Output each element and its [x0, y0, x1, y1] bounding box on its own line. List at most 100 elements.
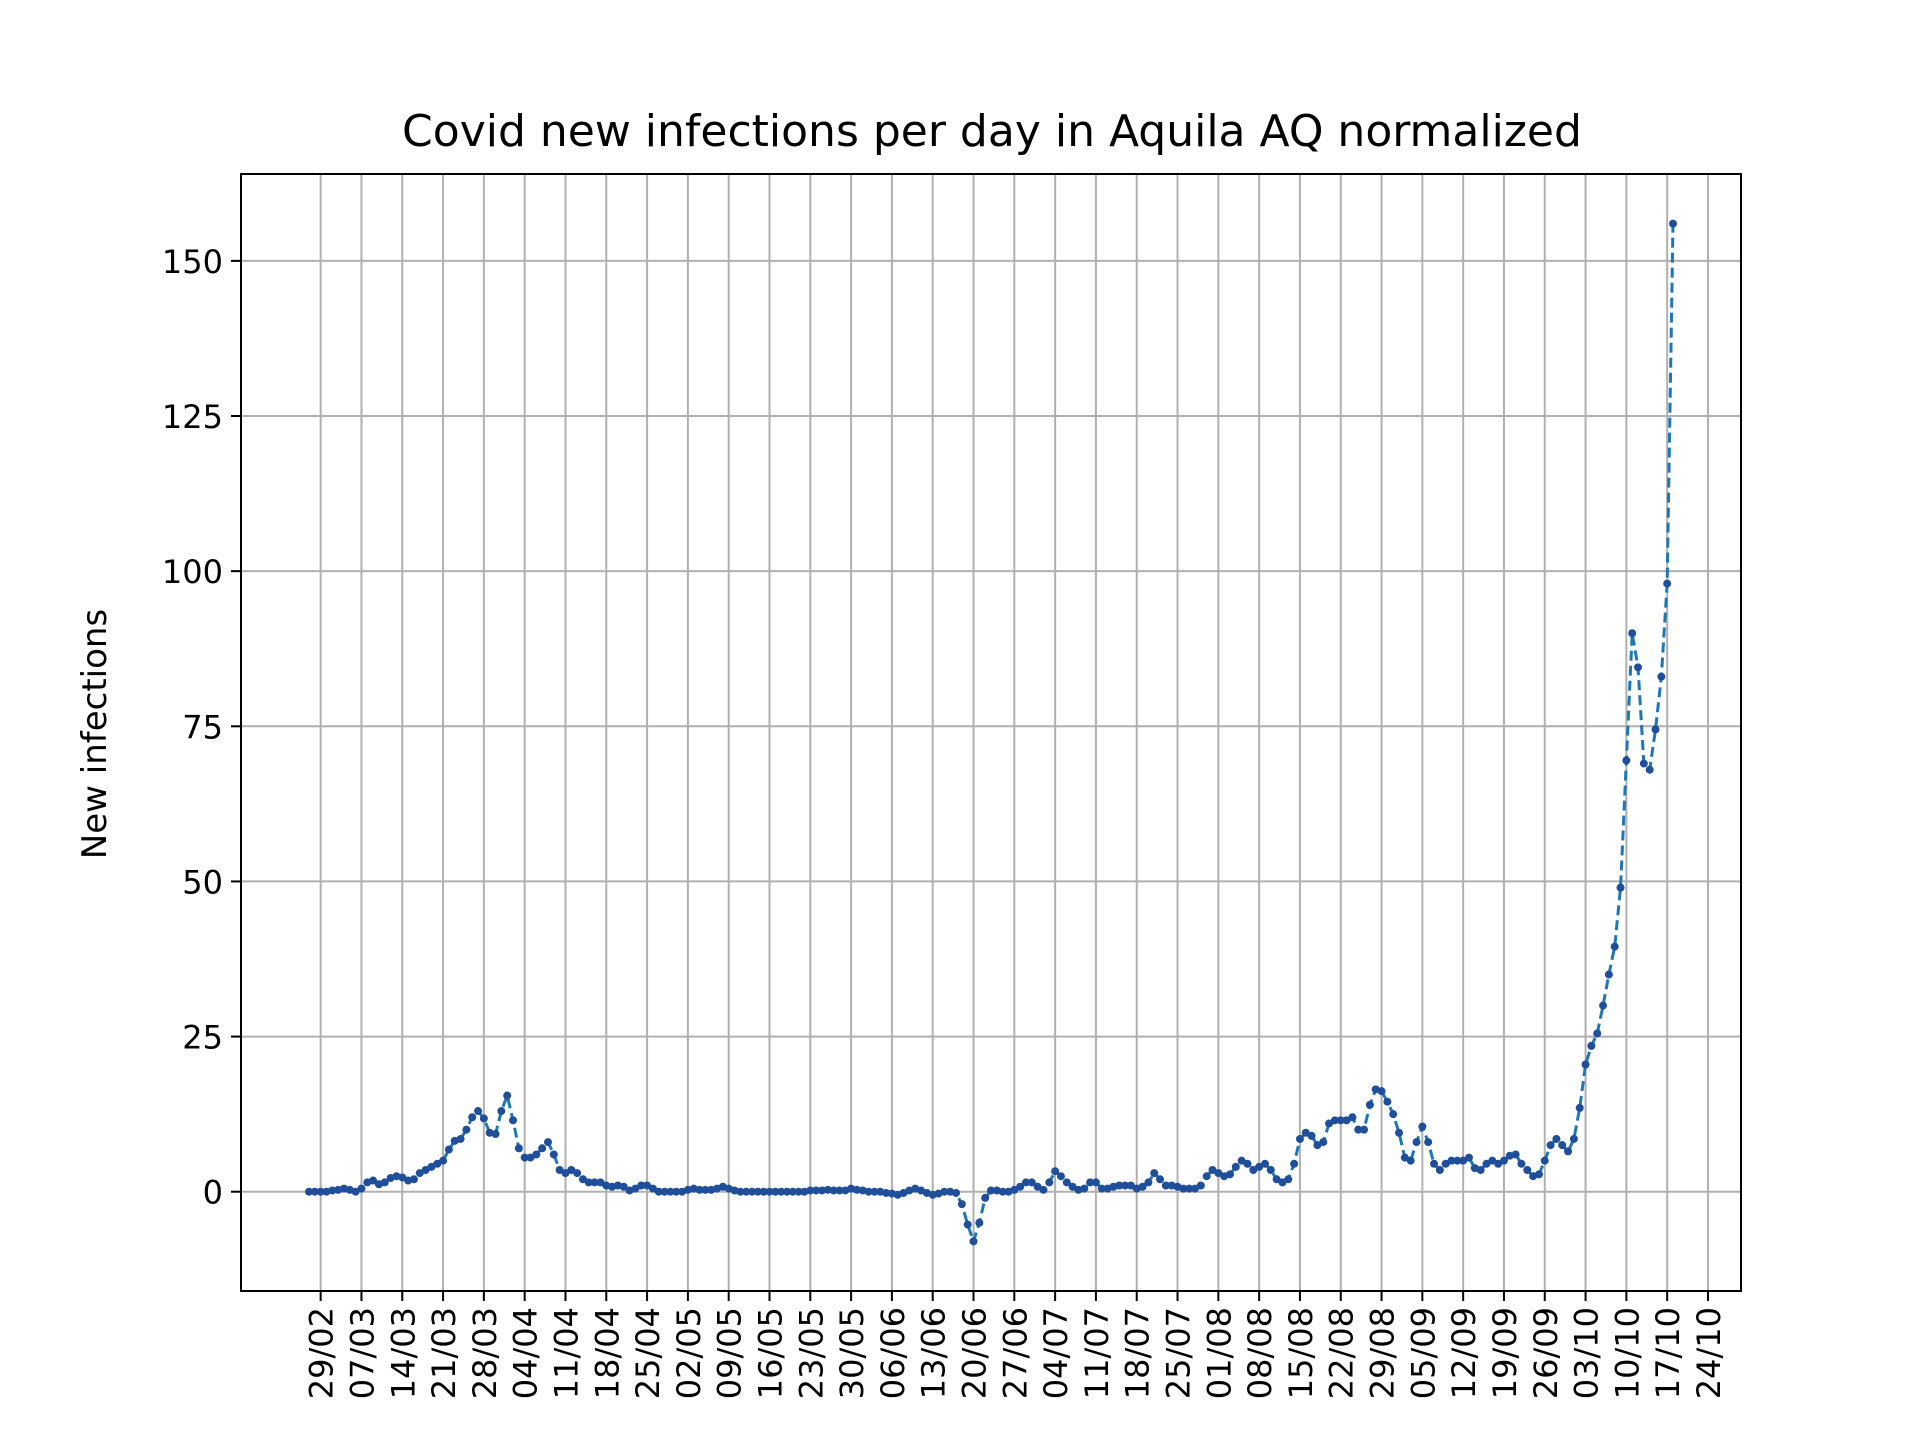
data-point: [672, 1187, 681, 1196]
data-point: [1027, 1178, 1036, 1187]
data-point: [1138, 1182, 1147, 1191]
data-point: [940, 1187, 949, 1196]
data-point: [1062, 1178, 1071, 1187]
data-point: [1540, 1156, 1549, 1165]
grid: [241, 174, 1741, 1291]
data-point: [1552, 1134, 1561, 1143]
data-point: [1196, 1181, 1205, 1190]
data-point: [1290, 1159, 1299, 1168]
data-point: [468, 1113, 477, 1122]
data-point: [1412, 1138, 1421, 1147]
x-tick-label: 21/03: [425, 1307, 463, 1399]
data-point: [1260, 1159, 1269, 1168]
x-tick-label: 18/04: [588, 1307, 626, 1399]
data-point: [794, 1187, 803, 1196]
data-point: [1383, 1097, 1392, 1106]
x-tick-label: 19/09: [1486, 1307, 1524, 1399]
y-tick-label: 50: [182, 863, 223, 901]
x-tick-label: 29/08: [1364, 1307, 1402, 1399]
x-tick-label: 20/06: [956, 1307, 994, 1399]
data-point: [1307, 1131, 1316, 1140]
data-point: [1575, 1103, 1584, 1112]
data-point: [1121, 1181, 1130, 1190]
data-point: [1616, 883, 1625, 892]
data-point: [788, 1187, 797, 1196]
data-point: [654, 1187, 663, 1196]
data-point: [1424, 1138, 1433, 1147]
x-tick-label: 09/05: [711, 1307, 749, 1399]
data-point: [817, 1186, 826, 1195]
data-point: [1348, 1113, 1357, 1122]
data-point: [590, 1178, 599, 1187]
data-point: [357, 1184, 366, 1193]
data-point: [1080, 1184, 1089, 1193]
data-point: [777, 1187, 786, 1196]
x-tick-label: 08/08: [1241, 1307, 1279, 1399]
data-point: [1161, 1181, 1170, 1190]
data-point: [1150, 1169, 1159, 1178]
data-point: [1051, 1167, 1060, 1176]
data-point: [1389, 1110, 1398, 1119]
data-point: [584, 1178, 593, 1187]
x-tick-label: 07/03: [343, 1307, 381, 1399]
data-point: [1610, 942, 1619, 951]
data-point: [742, 1187, 751, 1196]
x-tick-label: 25/07: [1160, 1307, 1198, 1399]
data-point: [514, 1144, 523, 1153]
x-tick-label: 23/05: [792, 1307, 830, 1399]
data-point: [806, 1186, 815, 1195]
data-point: [748, 1187, 757, 1196]
data-point: [829, 1186, 838, 1195]
data-point: [1581, 1060, 1590, 1069]
data-point: [823, 1185, 832, 1194]
data-point: [1115, 1181, 1124, 1190]
data-point: [479, 1114, 488, 1123]
y-tick-label: 125: [162, 398, 223, 436]
data-point: [1464, 1153, 1473, 1162]
data-point: [1645, 765, 1654, 774]
x-tick-label: 30/05: [833, 1307, 871, 1399]
x-tick-label: 11/04: [547, 1307, 585, 1399]
data-point: [328, 1186, 337, 1195]
data-point: [1179, 1184, 1188, 1193]
data-point: [503, 1091, 512, 1100]
data-point: [1185, 1184, 1194, 1193]
data-point: [1546, 1141, 1555, 1150]
data-point: [1045, 1178, 1054, 1187]
data-point: [1569, 1134, 1578, 1143]
data-point: [1523, 1165, 1532, 1174]
data-point: [509, 1116, 518, 1125]
x-tick-label: 15/08: [1282, 1307, 1320, 1399]
data-point: [1447, 1156, 1456, 1165]
data-point: [870, 1187, 879, 1196]
data-point: [1657, 672, 1666, 681]
x-tick-label: 16/05: [751, 1307, 789, 1399]
data-point: [998, 1187, 1007, 1196]
plot-frame: [240, 173, 1742, 1292]
data-point: [520, 1153, 529, 1162]
data-point: [439, 1156, 448, 1165]
data-point: [1319, 1138, 1328, 1147]
data-point: [1225, 1170, 1234, 1179]
data-point: [969, 1237, 978, 1246]
x-tick-label: 12/09: [1445, 1307, 1483, 1399]
x-tick-label: 29/02: [303, 1307, 341, 1399]
x-tick-label: 13/06: [915, 1307, 953, 1399]
x-tick-label: 03/10: [1568, 1307, 1606, 1399]
data-point: [975, 1218, 984, 1227]
x-tick-label: 27/06: [996, 1307, 1034, 1399]
data-point: [1365, 1100, 1374, 1109]
x-tick-label: 05/09: [1404, 1307, 1442, 1399]
data-point: [952, 1188, 961, 1197]
data-point: [753, 1187, 762, 1196]
x-tick-label: 06/06: [874, 1307, 912, 1399]
data-point: [1144, 1178, 1153, 1187]
x-tick-label: 11/07: [1078, 1307, 1116, 1399]
x-tick-label: 22/08: [1323, 1307, 1361, 1399]
x-tick-label: 02/05: [670, 1307, 708, 1399]
data-point: [462, 1125, 471, 1134]
data-point: [491, 1129, 500, 1138]
data-point: [882, 1188, 891, 1197]
data-point: [409, 1175, 418, 1184]
